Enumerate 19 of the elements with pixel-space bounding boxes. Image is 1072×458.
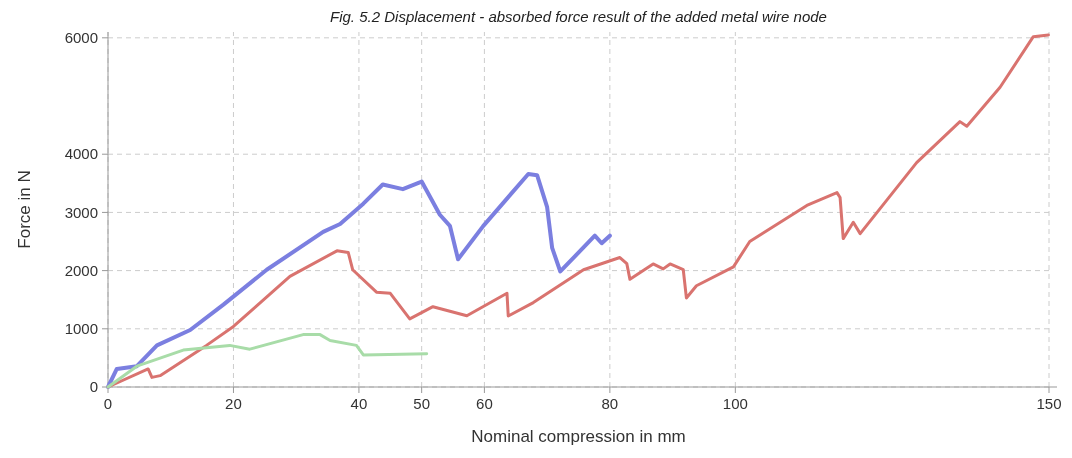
- y-tick-label: 6000: [64, 29, 98, 47]
- y-tick-label: 0: [89, 378, 98, 396]
- y-axis-title: Force in N: [15, 170, 34, 249]
- x-tick-label: 50: [413, 395, 431, 412]
- x-tick-label: 100: [722, 395, 748, 412]
- x-tick-label: 20: [225, 395, 242, 412]
- line-series: [106, 172, 612, 389]
- y-tick-label: 1000: [64, 320, 98, 338]
- line-series: [106, 333, 429, 389]
- x-tick-label: 80: [601, 395, 619, 412]
- y-tick-label: 2000: [64, 261, 98, 279]
- y-tick-label: 4000: [64, 145, 98, 163]
- chart-title: Fig. 5.2 Displacement - absorbed force result of the added metal wire node: [330, 8, 827, 25]
- y-tick-label: 3000: [64, 203, 98, 221]
- x-tick-label: 40: [350, 395, 368, 412]
- x-tick-label: 150: [1036, 395, 1062, 412]
- x-tick-label: 60: [476, 395, 493, 412]
- x-tick-label: 0: [103, 395, 113, 412]
- x-axis-title: Nominal compression in mm: [471, 427, 686, 446]
